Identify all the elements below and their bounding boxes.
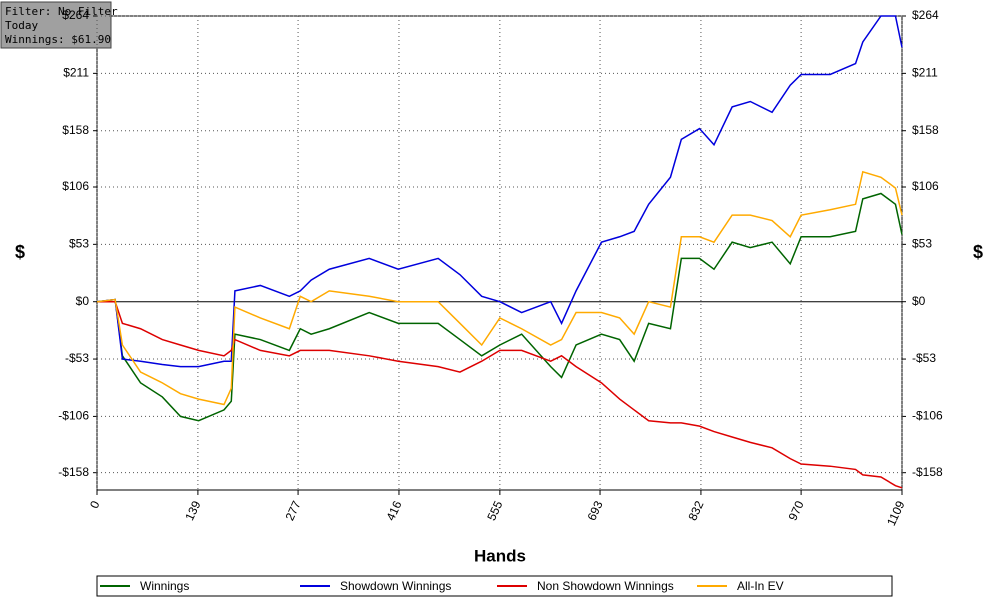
legend-label: All-In EV [737,579,784,593]
y2-tick-label: -$106 [912,409,943,423]
info-line: Today [5,19,38,32]
info-line: Winnings: $61.90 [5,33,111,46]
y2-axis-label: $ [973,242,983,262]
y-tick-label: $264 [62,8,89,22]
x-tick-label: 416 [383,498,404,522]
y2-tick-label: -$158 [912,465,943,479]
info-box-bg [0,1,112,49]
legend-label: Showdown Winnings [340,579,451,593]
y2-tick-label: -$53 [912,351,936,365]
x-tick-label: 555 [484,498,505,522]
y-axis-label: $ [15,242,25,262]
x-axis-label: Hands [474,546,526,565]
y-tick-label: $106 [62,179,89,193]
series-line [96,192,903,422]
y-tick-label: $0 [76,294,90,308]
y2-tick-label: $264 [912,8,939,22]
x-tick-label: 970 [786,498,807,522]
x-tick-label: 0 [87,498,103,510]
y2-tick-label: $0 [912,294,926,308]
x-tick-label: 139 [182,498,203,522]
x-tick-label: 277 [283,498,304,522]
y-tick-label: $53 [69,237,89,251]
y-tick-label: -$53 [65,351,89,365]
x-tick-label: 693 [584,498,605,522]
series-line [96,170,903,406]
y2-tick-label: $106 [912,179,939,193]
legend-label: Winnings [140,579,189,593]
series-line [97,300,903,489]
y2-tick-label: $53 [912,237,932,251]
series-line [96,15,903,368]
x-tick-label: 1109 [884,498,908,528]
legend-label: Non Showdown Winnings [537,579,674,593]
y2-tick-label: $211 [912,66,938,80]
info-line: Filter: No Filter [5,5,118,18]
info-box: Filter: No Filter Today Winnings: $61.90 [0,1,118,49]
plot-area [96,15,903,491]
y-tick-label: -$158 [58,465,89,479]
legend [96,575,893,597]
y-tick-label: -$106 [58,409,89,423]
x-tick-label: 832 [685,498,706,522]
y-tick-label: $158 [62,123,89,137]
y-tick-label: $211 [63,66,89,80]
y2-tick-label: $158 [912,123,939,137]
